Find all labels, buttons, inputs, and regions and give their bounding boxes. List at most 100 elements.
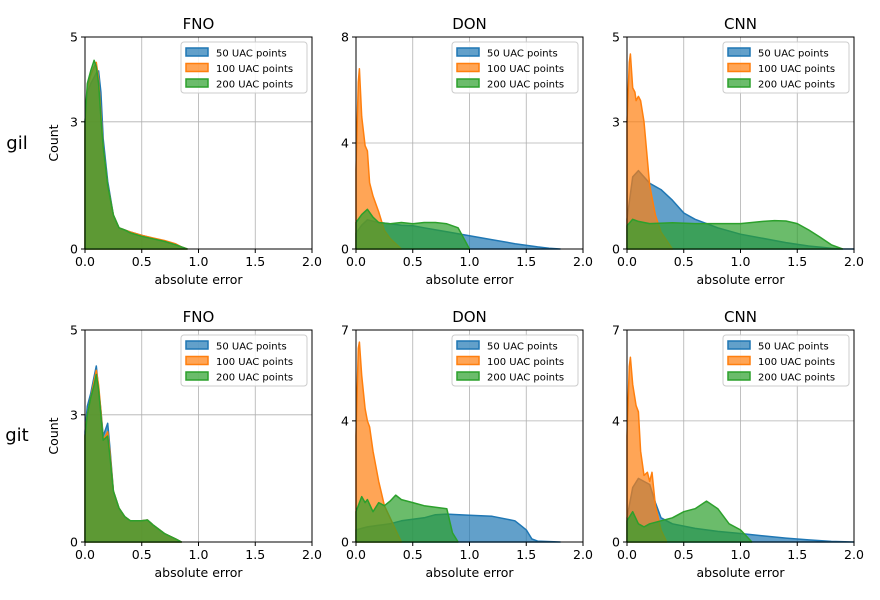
legend-swatch bbox=[456, 47, 480, 57]
legend-swatch bbox=[185, 62, 209, 73]
y-tick-label: 4 bbox=[341, 136, 349, 151]
legend-swatch bbox=[727, 355, 751, 366]
subplot-title: DON bbox=[452, 308, 487, 326]
legend-swatch bbox=[456, 78, 480, 88]
x-tick-label: 2.0 bbox=[573, 254, 593, 269]
x-tick-label: 2.0 bbox=[844, 547, 864, 562]
subplot-git-don: 0.0 0.5 1.0 1.5 2.0 absolute error 0 4 7 DON 50 UA… bbox=[341, 308, 593, 580]
y-axis: 0 3 5 bbox=[612, 30, 627, 257]
x-tick-label: 1.5 bbox=[516, 254, 536, 269]
series-areas bbox=[355, 68, 562, 250]
legend-label: 100 UAC points bbox=[487, 357, 564, 368]
x-axis-label: absolute error bbox=[697, 272, 786, 287]
legend-swatch bbox=[456, 62, 480, 73]
legend-swatch bbox=[456, 355, 480, 366]
legend-label: 50 UAC points bbox=[758, 342, 829, 353]
y-tick-label: 0 bbox=[612, 242, 620, 257]
x-axis-label: absolute error bbox=[155, 565, 244, 580]
y-axis: 0 4 7 bbox=[341, 323, 356, 550]
row-label-gil: gil bbox=[6, 133, 27, 154]
legend-label: 200 UAC points bbox=[758, 80, 835, 91]
x-tick-label: 0.5 bbox=[403, 547, 423, 562]
x-tick-label: 2.0 bbox=[844, 254, 864, 269]
x-axis: 0.0 0.5 1.0 1.5 2.0 absolute error bbox=[617, 249, 864, 287]
legend-swatch bbox=[185, 371, 209, 381]
series-area-3 bbox=[355, 208, 471, 250]
legend-label: 50 UAC points bbox=[758, 49, 829, 60]
x-tick-label: 1.0 bbox=[731, 547, 751, 562]
y-tick-label: 0 bbox=[70, 242, 78, 257]
series-area-3 bbox=[84, 59, 188, 250]
legend-swatch bbox=[727, 78, 751, 88]
x-axis: 0.0 0.5 1.0 1.5 2.0 absolute error bbox=[617, 542, 864, 580]
legend-swatch bbox=[727, 47, 751, 57]
legend-swatch bbox=[185, 355, 209, 366]
legend: 50 UAC points 100 UAC points 200 UAC point… bbox=[451, 41, 579, 94]
row-labels: gil git bbox=[5, 133, 28, 446]
y-tick-label: 5 bbox=[70, 323, 78, 338]
x-tick-label: 1.5 bbox=[787, 547, 807, 562]
x-tick-label: 1.5 bbox=[787, 254, 807, 269]
legend-frame bbox=[180, 334, 308, 387]
legend-frame bbox=[180, 41, 308, 94]
subplot-git-fno: 0.0 0.5 1.0 1.5 2.0 absolute error 0 3 5 Count FNO… bbox=[46, 308, 322, 580]
legend: 50 UAC points 100 UAC points 200 UAC point… bbox=[722, 334, 850, 387]
legend-label: 200 UAC points bbox=[216, 373, 293, 384]
legend-label: 200 UAC points bbox=[487, 373, 564, 384]
y-tick-label: 4 bbox=[612, 413, 620, 428]
y-axis: 0 4 8 bbox=[341, 30, 356, 257]
legend-swatch bbox=[727, 371, 751, 381]
x-tick-label: 0.0 bbox=[617, 254, 637, 269]
legend-swatch bbox=[185, 78, 209, 88]
x-tick-label: 1.0 bbox=[460, 547, 480, 562]
x-tick-label: 2.0 bbox=[302, 547, 322, 562]
y-tick-label: 3 bbox=[70, 114, 78, 129]
legend-label: 200 UAC points bbox=[758, 373, 835, 384]
legend-frame bbox=[722, 334, 850, 387]
series-areas bbox=[355, 341, 562, 543]
legend-frame bbox=[451, 334, 579, 387]
x-axis-label: absolute error bbox=[155, 272, 244, 287]
y-tick-label: 4 bbox=[341, 413, 349, 428]
series-area-3 bbox=[626, 218, 844, 250]
y-axis-label: Count bbox=[46, 124, 61, 161]
x-axis-label: absolute error bbox=[426, 272, 515, 287]
legend-frame bbox=[451, 41, 579, 94]
y-axis: 0 3 5 Count bbox=[46, 30, 85, 257]
legend-label: 100 UAC points bbox=[216, 64, 293, 75]
row-label-git: git bbox=[5, 425, 28, 446]
series-area-3 bbox=[626, 500, 753, 543]
series-area-3 bbox=[84, 373, 183, 543]
x-tick-label: 2.0 bbox=[573, 547, 593, 562]
subplot-gil-cnn: 0.0 0.5 1.0 1.5 2.0 absolute error 0 3 5 CNN 50 UA… bbox=[612, 15, 864, 287]
y-tick-label: 8 bbox=[341, 30, 349, 45]
subplot-git-cnn: 0.0 0.5 1.0 1.5 2.0 absolute error 0 4 7 CNN 50 UA… bbox=[612, 308, 864, 580]
series-area-3 bbox=[355, 494, 459, 543]
series-areas bbox=[626, 356, 855, 543]
x-tick-label: 0.5 bbox=[674, 254, 694, 269]
series-areas bbox=[84, 365, 183, 543]
legend-label: 50 UAC points bbox=[216, 342, 287, 353]
subplot-title: CNN bbox=[724, 15, 757, 33]
legend-swatch bbox=[185, 47, 209, 57]
x-tick-label: 0.5 bbox=[132, 254, 152, 269]
legend-label: 100 UAC points bbox=[758, 357, 835, 368]
subplot-gil-fno: 0.0 0.5 1.0 1.5 2.0 absolute error 0 3 5 Count FNO… bbox=[46, 15, 322, 287]
legend-swatch bbox=[185, 340, 209, 350]
legend: 50 UAC points 100 UAC points 200 UAC point… bbox=[722, 41, 850, 94]
legend-label: 50 UAC points bbox=[487, 49, 558, 60]
y-tick-label: 5 bbox=[70, 30, 78, 45]
x-axis: 0.0 0.5 1.0 1.5 2.0 absolute error bbox=[75, 249, 322, 287]
y-tick-label: 7 bbox=[612, 323, 620, 338]
x-axis-label: absolute error bbox=[697, 565, 786, 580]
x-axis: 0.0 0.5 1.0 1.5 2.0 absolute error bbox=[75, 542, 322, 580]
series-areas bbox=[626, 53, 855, 250]
y-tick-label: 7 bbox=[341, 323, 349, 338]
legend-swatch bbox=[456, 340, 480, 350]
x-tick-label: 0.0 bbox=[346, 547, 366, 562]
x-tick-label: 1.0 bbox=[460, 254, 480, 269]
subplot-grid: 0.0 0.5 1.0 1.5 2.0 absolute error 0 3 5 Count FNO… bbox=[46, 15, 864, 580]
x-tick-label: 2.0 bbox=[302, 254, 322, 269]
subplot-title: FNO bbox=[183, 15, 215, 33]
